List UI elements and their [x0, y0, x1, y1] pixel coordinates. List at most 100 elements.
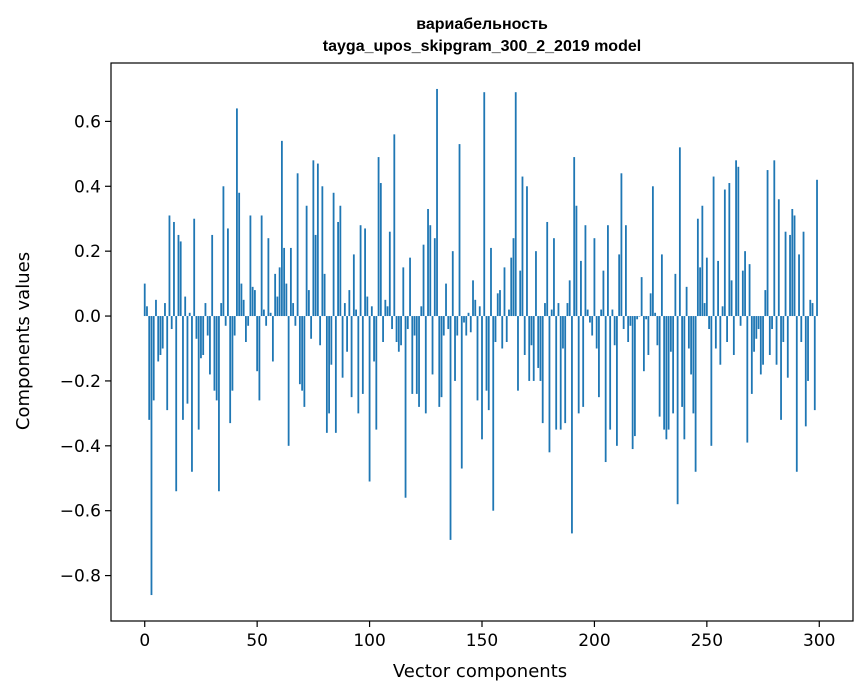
bar [755, 316, 758, 339]
bar [654, 312, 657, 317]
bar [739, 316, 742, 326]
bar [370, 306, 373, 317]
bar [535, 251, 537, 317]
bar [325, 316, 328, 433]
bar [494, 316, 497, 342]
bar [224, 316, 227, 326]
bar [222, 186, 225, 317]
bar [550, 309, 553, 317]
bar [393, 134, 396, 317]
bar [586, 309, 589, 317]
bar [314, 234, 317, 317]
bar [301, 316, 304, 391]
bar [562, 316, 564, 349]
bar [348, 290, 351, 317]
bar [728, 183, 731, 317]
bar [735, 160, 737, 317]
bar [150, 316, 153, 596]
y-tick-label: 0.4 [74, 177, 101, 197]
bar [424, 316, 427, 414]
bar [546, 221, 549, 317]
bar [598, 316, 600, 398]
bar [636, 316, 639, 320]
bar [395, 316, 398, 342]
bar [193, 218, 196, 317]
bar [759, 316, 762, 375]
bar [375, 316, 378, 430]
y-tick-label: 0.0 [74, 307, 101, 327]
bar [476, 316, 479, 401]
bar [409, 257, 411, 317]
bar [249, 215, 252, 317]
bar [798, 254, 800, 317]
bar [442, 316, 445, 336]
bar [274, 273, 277, 317]
bar [332, 192, 335, 317]
bar [310, 316, 313, 339]
bar [339, 205, 342, 317]
bar [517, 316, 519, 391]
bar [357, 316, 360, 414]
chart-title-line-2: tayga_upos_skipgram_300_2_2019 model [323, 38, 641, 55]
bar [337, 221, 339, 317]
bar [499, 290, 501, 317]
bar [411, 316, 414, 394]
bar [215, 316, 218, 401]
bar [157, 316, 160, 362]
bar [591, 316, 594, 336]
y-axis-ticks: −0.8 −0.6 −0.4 −0.2 0.0 0.2 0.4 0.6 [60, 112, 111, 587]
bar [766, 170, 769, 317]
bar [472, 280, 474, 317]
bar [415, 316, 418, 394]
bar [625, 225, 627, 317]
bar [334, 316, 337, 433]
bar [182, 316, 184, 420]
bar [146, 306, 148, 317]
bar [674, 273, 677, 317]
bar [681, 316, 684, 407]
bar [431, 316, 434, 375]
bar [269, 312, 272, 317]
bar [593, 238, 596, 317]
bar [699, 267, 701, 317]
bar [343, 303, 346, 317]
bar [705, 257, 708, 317]
x-tick-label: 100 [353, 631, 385, 651]
bar [512, 238, 515, 317]
bar [359, 225, 362, 317]
bar [355, 309, 357, 317]
bar [321, 186, 324, 317]
bar [582, 316, 585, 407]
bar [438, 316, 441, 407]
bar [209, 316, 211, 375]
bar [323, 273, 326, 317]
bar [483, 92, 486, 317]
bar [307, 290, 310, 317]
bar [283, 247, 286, 317]
bar [164, 303, 166, 317]
bar [501, 316, 504, 349]
bar [420, 306, 423, 317]
bar [656, 316, 659, 346]
bar [816, 179, 818, 317]
bar [456, 316, 459, 336]
bar [402, 267, 405, 317]
bar [366, 296, 369, 317]
bar [690, 316, 693, 375]
bar [541, 316, 544, 424]
bar [236, 108, 238, 317]
bar [672, 316, 675, 414]
bar [170, 316, 173, 330]
bar [595, 316, 598, 349]
bar [577, 316, 580, 414]
bar [780, 316, 782, 420]
bar [600, 309, 603, 317]
bar [557, 303, 560, 317]
bar [245, 316, 247, 342]
bar [676, 316, 679, 505]
bar [568, 280, 571, 317]
bar [496, 293, 499, 317]
bar [642, 316, 645, 372]
bar [726, 316, 728, 342]
